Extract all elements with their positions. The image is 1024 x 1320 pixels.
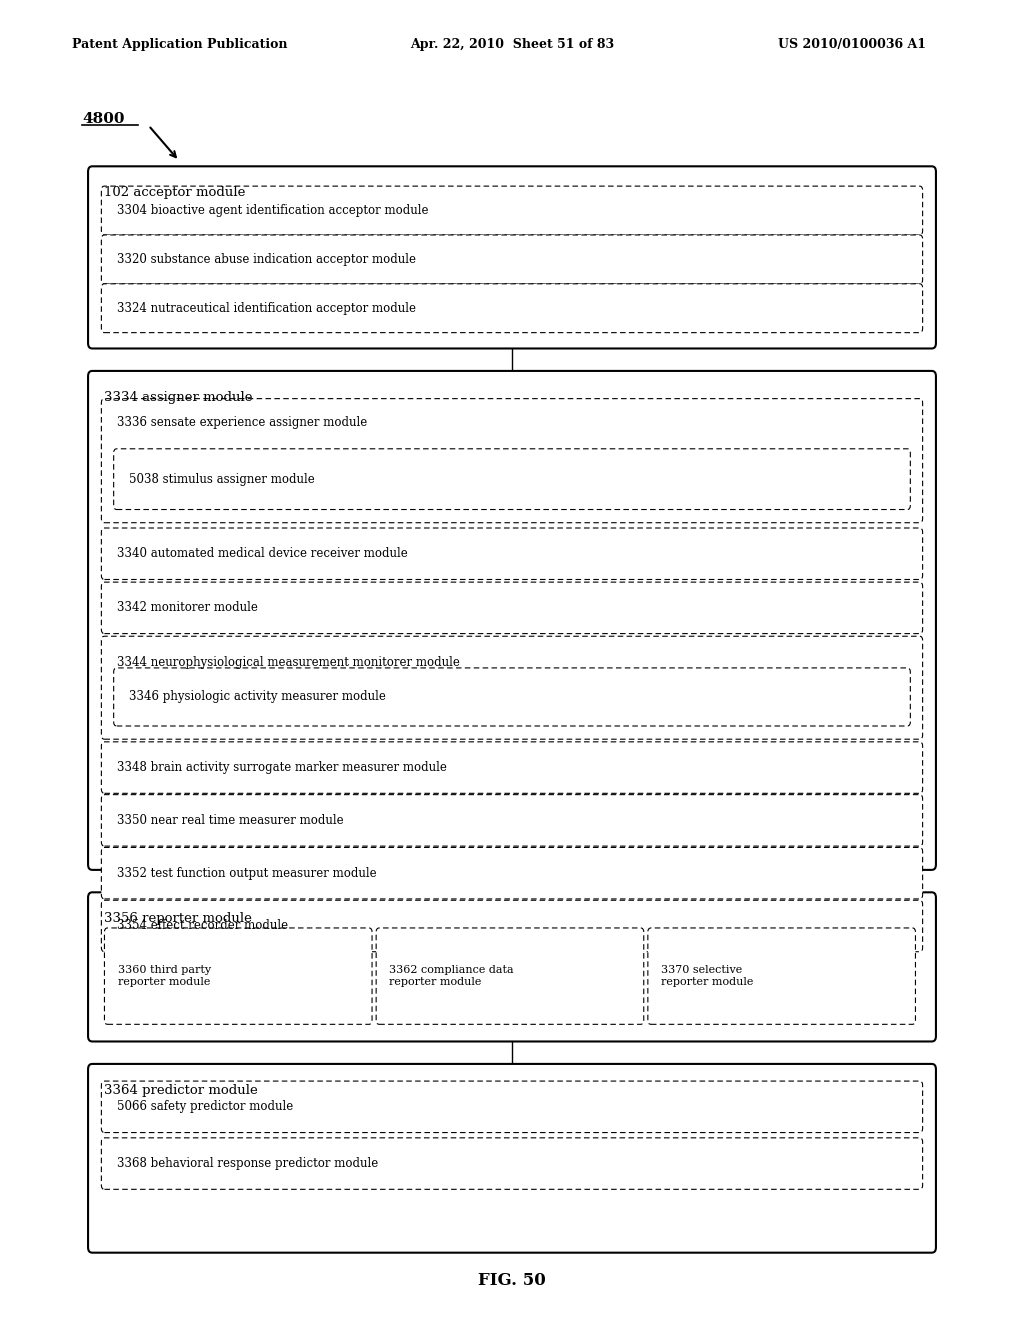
- Text: 3364 predictor module: 3364 predictor module: [104, 1084, 258, 1097]
- Text: 5038 stimulus assigner module: 5038 stimulus assigner module: [129, 473, 314, 486]
- FancyBboxPatch shape: [101, 186, 923, 235]
- Text: 3320 substance abuse indication acceptor module: 3320 substance abuse indication acceptor…: [117, 253, 416, 265]
- Text: Apr. 22, 2010  Sheet 51 of 83: Apr. 22, 2010 Sheet 51 of 83: [410, 38, 613, 51]
- FancyBboxPatch shape: [114, 449, 910, 510]
- Text: 3304 bioactive agent identification acceptor module: 3304 bioactive agent identification acce…: [117, 205, 428, 216]
- FancyBboxPatch shape: [88, 166, 936, 348]
- Text: 3368 behavioral response predictor module: 3368 behavioral response predictor modul…: [117, 1158, 378, 1170]
- FancyBboxPatch shape: [101, 847, 923, 899]
- Text: 3334 assigner module: 3334 assigner module: [104, 391, 253, 404]
- FancyBboxPatch shape: [101, 582, 923, 634]
- FancyBboxPatch shape: [376, 928, 644, 1024]
- FancyBboxPatch shape: [101, 795, 923, 846]
- Text: 3340 automated medical device receiver module: 3340 automated medical device receiver m…: [117, 548, 408, 560]
- Text: 3342 monitorer module: 3342 monitorer module: [117, 602, 258, 614]
- FancyBboxPatch shape: [101, 742, 923, 793]
- Text: 3370 selective
reporter module: 3370 selective reporter module: [662, 965, 754, 987]
- Text: 3324 nutraceutical identification acceptor module: 3324 nutraceutical identification accept…: [117, 302, 416, 314]
- Text: 3354 effect recorder module: 3354 effect recorder module: [117, 920, 288, 932]
- FancyBboxPatch shape: [88, 1064, 936, 1253]
- Text: 3350 near real time measurer module: 3350 near real time measurer module: [117, 814, 343, 826]
- Text: 102 acceptor module: 102 acceptor module: [104, 186, 246, 199]
- FancyBboxPatch shape: [101, 235, 923, 284]
- Text: 3360 third party
reporter module: 3360 third party reporter module: [118, 965, 211, 987]
- FancyBboxPatch shape: [101, 1081, 923, 1133]
- FancyBboxPatch shape: [88, 371, 936, 870]
- Text: 3348 brain activity surrogate marker measurer module: 3348 brain activity surrogate marker mea…: [117, 762, 446, 774]
- Text: 5066 safety predictor module: 5066 safety predictor module: [117, 1101, 293, 1113]
- Text: 3362 compliance data
reporter module: 3362 compliance data reporter module: [389, 965, 514, 987]
- FancyBboxPatch shape: [101, 399, 923, 523]
- Text: US 2010/0100036 A1: US 2010/0100036 A1: [778, 38, 927, 51]
- FancyBboxPatch shape: [114, 668, 910, 726]
- FancyBboxPatch shape: [88, 892, 936, 1041]
- FancyBboxPatch shape: [101, 528, 923, 579]
- FancyBboxPatch shape: [101, 1138, 923, 1189]
- FancyBboxPatch shape: [104, 928, 372, 1024]
- Text: 3356 reporter module: 3356 reporter module: [104, 912, 252, 925]
- Text: 3346 physiologic activity measurer module: 3346 physiologic activity measurer modul…: [129, 690, 386, 704]
- Text: 3352 test function output measurer module: 3352 test function output measurer modul…: [117, 867, 377, 879]
- Text: 3344 neurophysiological measurement monitorer module: 3344 neurophysiological measurement moni…: [117, 656, 460, 669]
- FancyBboxPatch shape: [101, 636, 923, 739]
- Text: 4800: 4800: [82, 112, 125, 125]
- Text: Patent Application Publication: Patent Application Publication: [72, 38, 287, 51]
- FancyBboxPatch shape: [101, 284, 923, 333]
- Text: 3336 sensate experience assigner module: 3336 sensate experience assigner module: [117, 416, 367, 429]
- Text: FIG. 50: FIG. 50: [478, 1272, 546, 1288]
- FancyBboxPatch shape: [648, 928, 915, 1024]
- FancyBboxPatch shape: [101, 900, 923, 952]
